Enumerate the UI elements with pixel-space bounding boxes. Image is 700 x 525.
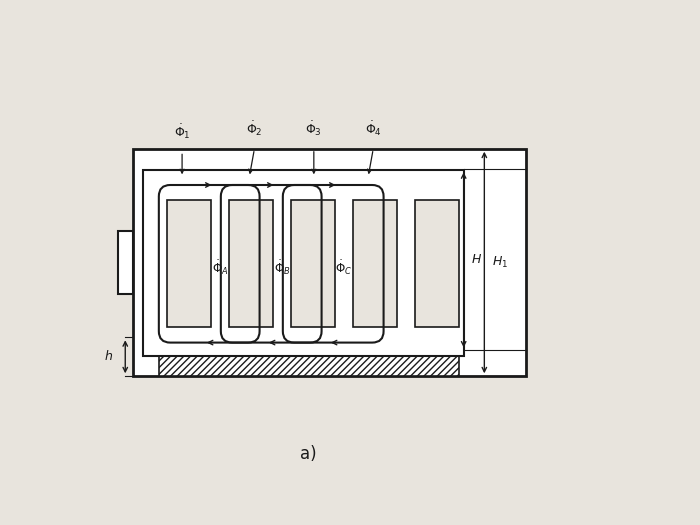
- Text: $\dot{\Phi}_C$: $\dot{\Phi}_C$: [335, 258, 352, 277]
- Text: $\dot{\Phi}_3$: $\dot{\Phi}_3$: [305, 120, 322, 139]
- Bar: [414, 201, 458, 327]
- Text: $\dot{\Phi}_A$: $\dot{\Phi}_A$: [211, 258, 228, 277]
- Bar: [167, 201, 211, 327]
- Text: $\dot{\Phi}_B$: $\dot{\Phi}_B$: [274, 258, 290, 277]
- Text: H: H: [471, 254, 481, 266]
- Bar: [229, 201, 272, 327]
- Bar: [353, 201, 396, 327]
- Text: $\dot{\Phi}_4$: $\dot{\Phi}_4$: [365, 120, 382, 139]
- Bar: [144, 170, 463, 355]
- Text: $\dot{\Phi}_2$: $\dot{\Phi}_2$: [246, 120, 262, 139]
- Text: $\dot{\Phi}_1$: $\dot{\Phi}_1$: [174, 122, 190, 141]
- Text: $H_1$: $H_1$: [492, 255, 508, 270]
- Bar: [118, 232, 133, 293]
- Bar: [159, 340, 458, 376]
- Bar: [133, 149, 526, 376]
- Text: h: h: [104, 350, 112, 363]
- Text: a): a): [300, 445, 317, 463]
- Bar: [290, 201, 335, 327]
- Bar: [159, 175, 458, 211]
